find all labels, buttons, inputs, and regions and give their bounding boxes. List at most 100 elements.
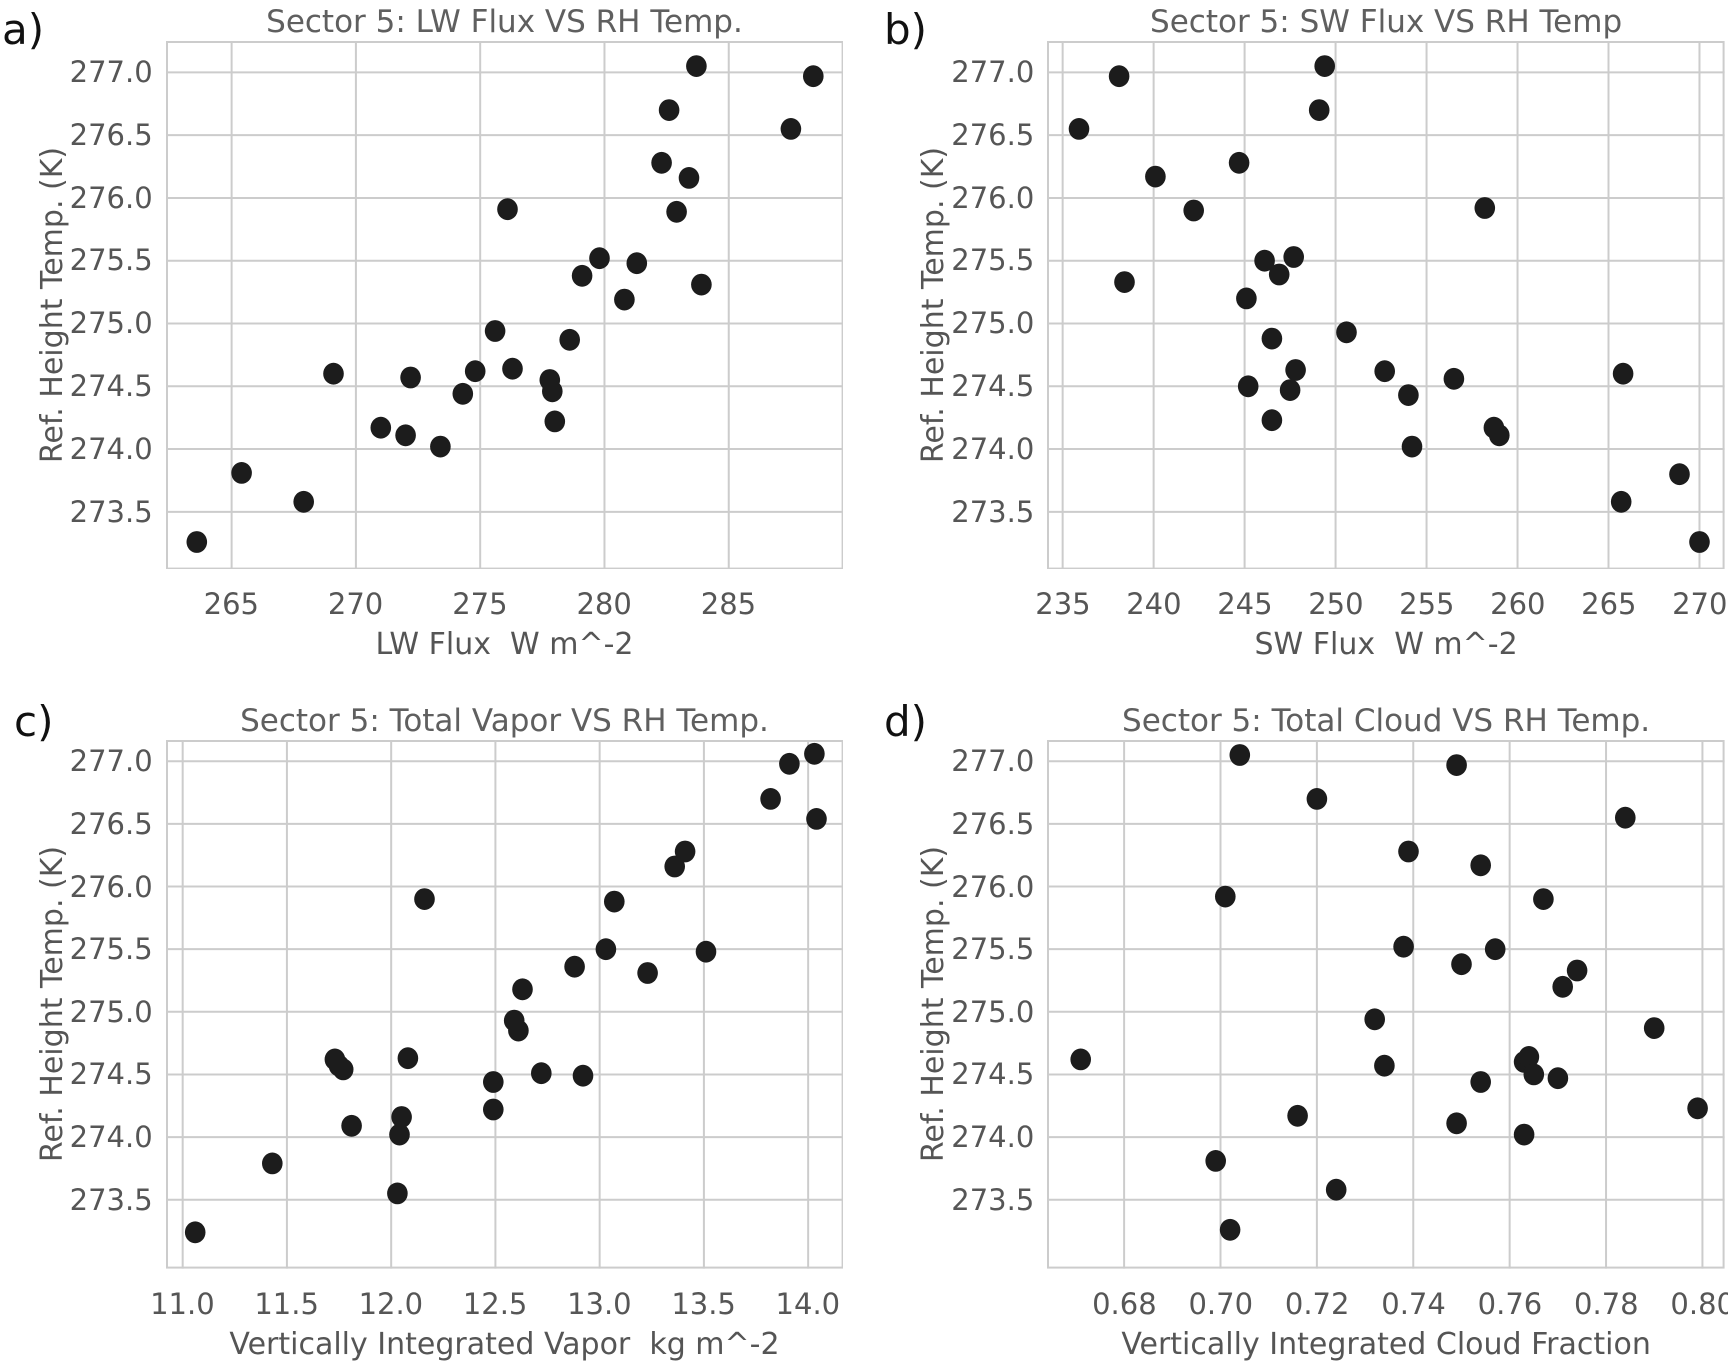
- data-point: [1644, 1017, 1665, 1039]
- y-tick-label: 275.5: [69, 243, 153, 278]
- y-tick-label: 274.0: [69, 1120, 153, 1155]
- y-tick-label: 274.5: [951, 368, 1035, 403]
- data-point: [1613, 362, 1634, 385]
- x-tick-label: 0.70: [1188, 1286, 1254, 1321]
- y-tick-label: 276.0: [69, 180, 153, 215]
- data-point: [805, 807, 827, 830]
- data-point: [595, 938, 616, 961]
- data-point: [1261, 408, 1283, 431]
- data-point: [340, 1114, 362, 1137]
- data-point: [1443, 367, 1465, 390]
- data-point: [1552, 975, 1574, 998]
- y-axis-label: Ref. Height Temp. (K): [34, 146, 70, 464]
- plot-area: [165, 740, 844, 1269]
- data-point: [1523, 1063, 1545, 1086]
- data-point: [665, 200, 687, 223]
- data-point: [1236, 287, 1257, 309]
- data-point: [1533, 888, 1554, 910]
- data-point: [678, 166, 699, 189]
- data-point: [1474, 196, 1496, 219]
- data-point: [690, 273, 712, 296]
- data-point: [588, 246, 610, 269]
- data-point: [1229, 744, 1251, 766]
- data-point: [539, 368, 560, 391]
- data-point: [1446, 754, 1468, 776]
- data-point: [695, 940, 716, 963]
- data-point: [413, 888, 435, 910]
- y-tick-label: 273.5: [951, 494, 1035, 529]
- data-point: [1393, 935, 1415, 958]
- data-point: [324, 1048, 345, 1071]
- data-point: [1470, 854, 1492, 877]
- x-tick-label: 250: [1308, 587, 1364, 622]
- y-axis-label: Ref. Height Temp. (K): [34, 846, 70, 1163]
- data-point: [778, 752, 800, 775]
- panel-title: Sector 5: Total Vapor VS RH Temp.: [240, 703, 769, 739]
- data-point: [1254, 249, 1276, 272]
- x-tick-label: 285: [700, 587, 757, 622]
- y-tick-label: 275.5: [951, 243, 1035, 278]
- data-point: [399, 366, 421, 389]
- data-point: [1269, 263, 1290, 286]
- data-point: [685, 54, 707, 77]
- x-tick-label: 0.74: [1381, 1286, 1446, 1321]
- x-tick-label: 13.5: [671, 1286, 736, 1321]
- data-point: [1229, 151, 1250, 174]
- x-tick-label: 235: [1035, 587, 1091, 622]
- data-point: [397, 1047, 418, 1070]
- data-point: [802, 64, 824, 87]
- y-tick-label: 275.5: [951, 932, 1035, 967]
- data-point: [1398, 383, 1419, 406]
- data-point: [1261, 327, 1283, 350]
- data-point: [1326, 1178, 1347, 1201]
- x-tick-label: 245: [1217, 587, 1273, 622]
- x-tick-label: 275: [452, 587, 508, 622]
- data-point: [1611, 490, 1632, 513]
- panel-title: Sector 5: SW Flux VS RH Temp: [1150, 3, 1623, 40]
- data-point: [1114, 270, 1136, 293]
- data-point: [507, 1019, 529, 1042]
- data-point: [328, 1054, 349, 1077]
- plot-area: [1047, 740, 1725, 1269]
- x-tick-label: 265: [203, 587, 259, 622]
- data-point: [1689, 530, 1711, 553]
- data-point: [1518, 1045, 1540, 1068]
- x-tick-label: 0.80: [1670, 1286, 1728, 1321]
- data-point: [496, 197, 518, 220]
- data-point: [1374, 1054, 1395, 1077]
- x-tick-label: 265: [1581, 587, 1637, 622]
- data-point: [613, 288, 635, 311]
- data-point: [503, 1009, 525, 1032]
- data-point: [530, 1062, 552, 1085]
- data-point: [571, 264, 593, 287]
- plot-area: [1047, 40, 1725, 570]
- data-point: [1215, 885, 1236, 908]
- data-point: [664, 855, 685, 878]
- data-point: [780, 117, 801, 140]
- y-axis-label: Ref. Height Temp. (K): [916, 146, 952, 464]
- data-point: [559, 328, 580, 351]
- panel-letter-b: b): [884, 5, 928, 54]
- data-point: [1451, 953, 1473, 976]
- x-tick-label: 0.68: [1092, 1286, 1157, 1321]
- y-tick-label: 277.0: [951, 744, 1035, 779]
- data-point: [1145, 165, 1166, 188]
- data-point: [1306, 787, 1328, 810]
- data-point: [1238, 375, 1259, 397]
- data-point: [658, 98, 680, 121]
- data-point: [1483, 416, 1505, 439]
- x-tick-label: 0.76: [1477, 1286, 1543, 1321]
- data-point: [484, 319, 506, 342]
- data-point: [1401, 435, 1423, 458]
- data-point: [1068, 117, 1090, 140]
- data-point: [1547, 1067, 1569, 1090]
- y-tick-label: 275.0: [69, 994, 153, 1029]
- scatter-canvas: [165, 40, 844, 570]
- plot-border: [165, 740, 844, 1269]
- x-tick-label: 280: [576, 587, 632, 622]
- data-point: [1398, 840, 1420, 863]
- data-point: [1364, 1008, 1386, 1031]
- data-point: [650, 151, 672, 174]
